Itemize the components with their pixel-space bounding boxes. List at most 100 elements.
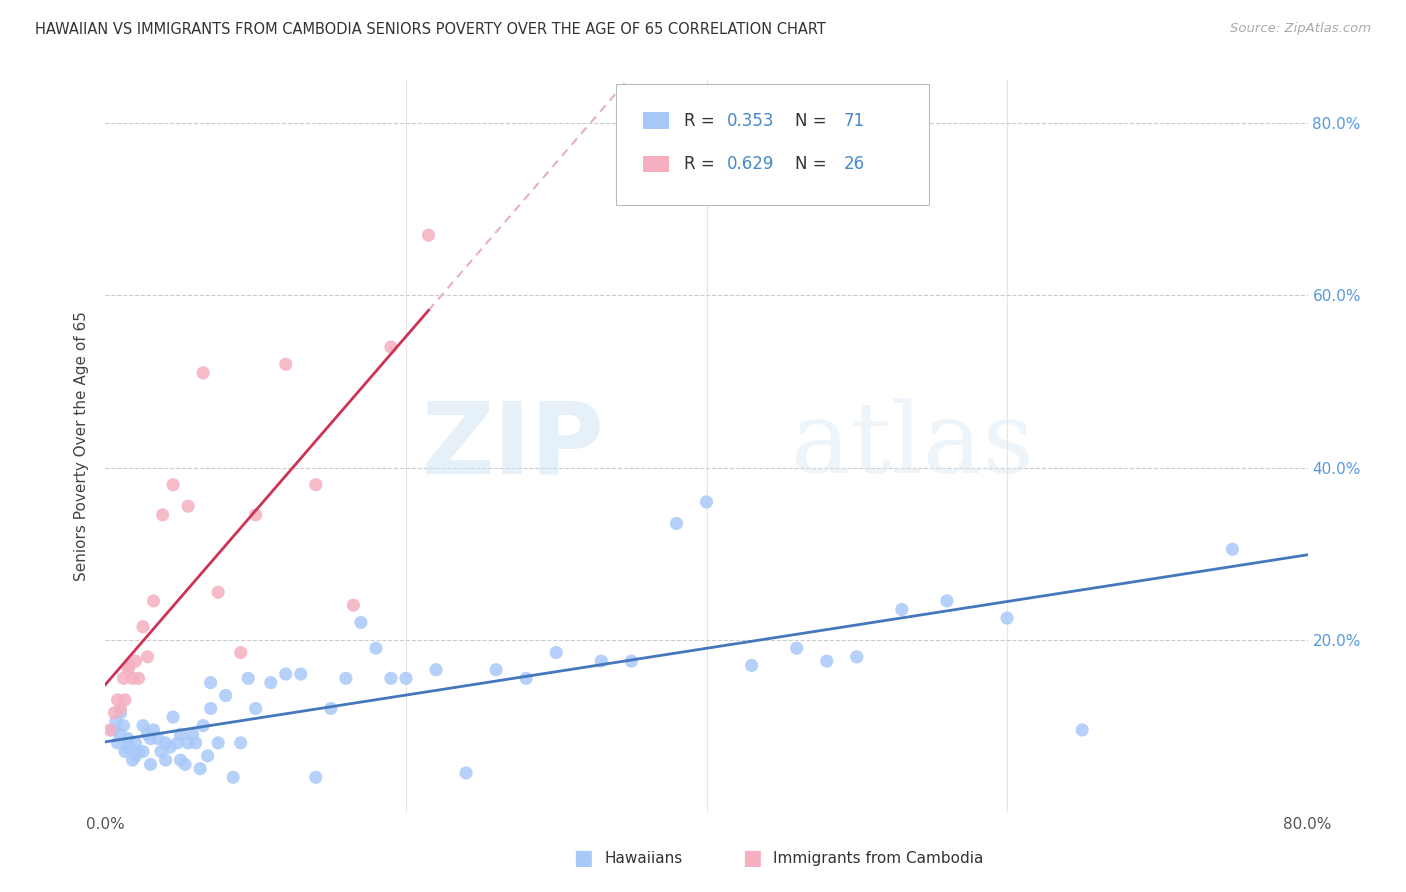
Point [207, 585, 229, 599]
Point [229, 736, 252, 750]
Point [245, 701, 267, 715]
Point [118, 658, 141, 673]
Text: R =: R = [683, 112, 720, 129]
Point [128, 744, 150, 758]
Text: 0.353: 0.353 [727, 112, 775, 129]
FancyBboxPatch shape [616, 84, 929, 204]
Point [741, 658, 763, 673]
Point [112, 719, 135, 733]
Point [155, 736, 177, 750]
Point [454, 766, 477, 780]
Text: N =: N = [796, 155, 832, 173]
Point [418, 228, 440, 243]
Y-axis label: Seniors Poverty Over the Age of 65: Seniors Poverty Over the Age of 65 [75, 311, 90, 581]
Point [101, 723, 124, 737]
Text: R =: R = [683, 155, 720, 173]
Point [169, 753, 191, 767]
Point [1071, 723, 1094, 737]
Point [995, 611, 1018, 625]
Text: HAWAIIAN VS IMMIGRANTS FROM CAMBODIA SENIORS POVERTY OVER THE AGE OF 65 CORRELAT: HAWAIIAN VS IMMIGRANTS FROM CAMBODIA SEN… [35, 22, 827, 37]
Point [124, 654, 146, 668]
Point [260, 675, 283, 690]
Text: ■: ■ [742, 848, 762, 868]
Point [620, 654, 643, 668]
Point [815, 654, 838, 668]
Point [152, 508, 174, 522]
Point [104, 714, 127, 729]
Point [117, 663, 139, 677]
Point [112, 671, 135, 685]
Point [191, 719, 214, 733]
Point [485, 663, 508, 677]
Point [132, 744, 155, 758]
Point [139, 757, 162, 772]
Point [121, 753, 143, 767]
Point [305, 770, 328, 784]
Point [181, 727, 204, 741]
Point [136, 649, 159, 664]
Point [238, 671, 260, 685]
Text: Hawaiians: Hawaiians [605, 851, 683, 865]
Point [696, 495, 718, 509]
FancyBboxPatch shape [643, 112, 669, 128]
Point [274, 667, 297, 681]
Point [169, 727, 191, 741]
Point [114, 693, 136, 707]
Point [107, 693, 129, 707]
Point [150, 744, 173, 758]
Point [222, 770, 245, 784]
Point [395, 671, 418, 685]
Point [546, 646, 568, 660]
Point [132, 719, 155, 733]
Point [425, 663, 447, 677]
Point [214, 689, 236, 703]
Point [142, 594, 165, 608]
Text: Source: ZipAtlas.com: Source: ZipAtlas.com [1230, 22, 1371, 36]
Point [103, 706, 125, 720]
Text: 26: 26 [844, 155, 865, 173]
Point [166, 736, 188, 750]
Point [117, 731, 139, 746]
Point [177, 736, 200, 750]
Point [207, 736, 229, 750]
Text: Immigrants from Cambodia: Immigrants from Cambodia [773, 851, 984, 865]
Text: 71: 71 [844, 112, 865, 129]
Point [155, 753, 177, 767]
Point [845, 649, 868, 664]
Point [890, 602, 912, 616]
Point [142, 723, 165, 737]
FancyBboxPatch shape [643, 156, 669, 172]
Point [665, 516, 688, 531]
Point [342, 598, 364, 612]
Point [107, 736, 129, 750]
Point [200, 701, 222, 715]
Point [335, 671, 357, 685]
Point [364, 641, 387, 656]
Point [188, 762, 211, 776]
Point [200, 675, 222, 690]
Point [380, 671, 402, 685]
Point [139, 731, 162, 746]
Point [121, 671, 143, 685]
Point [1222, 542, 1244, 557]
Point [591, 654, 613, 668]
Point [110, 706, 132, 720]
Point [177, 500, 200, 514]
Text: ZIP: ZIP [422, 398, 605, 494]
Point [117, 740, 139, 755]
Point [159, 740, 181, 755]
Point [98, 723, 121, 737]
Text: 0.629: 0.629 [727, 155, 775, 173]
Point [319, 701, 342, 715]
Point [305, 477, 328, 491]
Text: ■: ■ [574, 848, 593, 868]
Point [184, 736, 207, 750]
Point [146, 731, 169, 746]
Point [174, 757, 197, 772]
Point [229, 646, 252, 660]
Point [936, 594, 959, 608]
Point [515, 671, 537, 685]
Point [380, 340, 402, 354]
Point [350, 615, 373, 630]
Point [124, 748, 146, 763]
